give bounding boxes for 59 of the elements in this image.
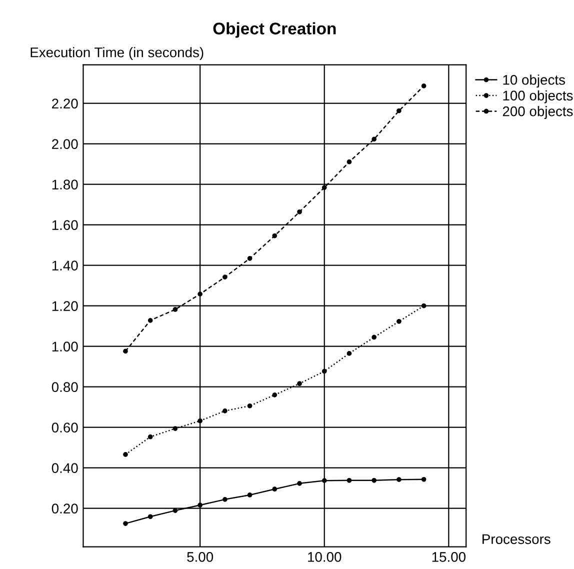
y-tick-label: 2.20 [52,98,78,109]
point [396,477,402,482]
point [322,185,327,190]
point [272,486,278,492]
point [247,403,252,408]
point [322,368,327,374]
point [123,452,128,457]
point [222,496,228,502]
point [123,348,128,354]
point [346,350,352,356]
point [198,418,203,424]
point [148,514,153,520]
y-tick-label: 1.80 [52,180,78,190]
point [222,408,228,414]
point [372,136,377,142]
point [346,159,352,164]
point [247,492,252,498]
y-tick-label: 0.60 [52,422,78,433]
point [272,233,278,238]
point [372,478,377,483]
point [123,521,128,526]
y-tick-label: 0.40 [52,463,78,474]
y-tick-label: 1.00 [52,342,78,352]
point [421,303,426,308]
point [396,108,402,114]
legend-label: 10 objects [503,74,566,88]
point [297,209,302,214]
x-tick-label: 15.00 [432,552,466,562]
legend-label: 200 objects [502,106,573,119]
point [372,334,377,340]
y-tick-label: 1.60 [52,220,78,230]
y-axis-title: Execution Time (in seconds) [30,47,204,60]
point [148,434,153,440]
point [346,478,352,483]
x-tick-label: 5.00 [187,552,214,562]
point [222,274,228,280]
point [172,508,178,513]
point [396,319,402,324]
y-tick-label: 2.00 [52,139,78,150]
point [272,392,278,398]
point [247,256,252,261]
point [172,426,178,431]
point [148,318,153,323]
point [297,480,302,486]
chart-title: Object Creation [213,22,336,38]
point [297,381,302,386]
point [322,478,327,484]
x-tick-label: 10.00 [308,552,342,562]
point [421,83,426,88]
legend-label: 100 objects [503,90,573,104]
point [198,292,203,297]
y-tick-label: 1.40 [52,260,78,271]
point [421,476,426,482]
x-axis-title: Processors [482,534,550,544]
y-tick-label: 0.80 [52,382,78,392]
y-tick-label: 0.20 [52,504,78,514]
point [172,307,178,312]
y-tick-label: 1.20 [52,301,78,312]
point [198,502,203,508]
